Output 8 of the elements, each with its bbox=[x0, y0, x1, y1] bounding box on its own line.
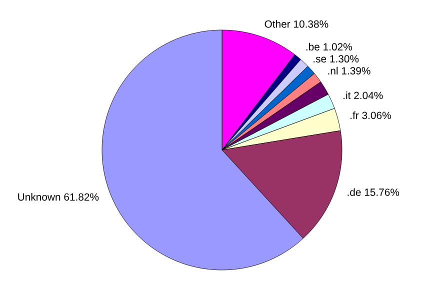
slice-label: Unknown 61.82% bbox=[18, 193, 99, 201]
slice-label: .be 1.02% bbox=[306, 42, 352, 51]
slice-label: Other 10.38% bbox=[264, 20, 328, 28]
slice-label: .nl 1.39% bbox=[328, 66, 370, 75]
slice-label: .fr 3.06% bbox=[350, 111, 391, 120]
slice-label: .de 15.76% bbox=[348, 188, 400, 196]
slice-label: .it 2.04% bbox=[344, 92, 383, 100]
slice-label: .se 1.30% bbox=[314, 55, 359, 63]
